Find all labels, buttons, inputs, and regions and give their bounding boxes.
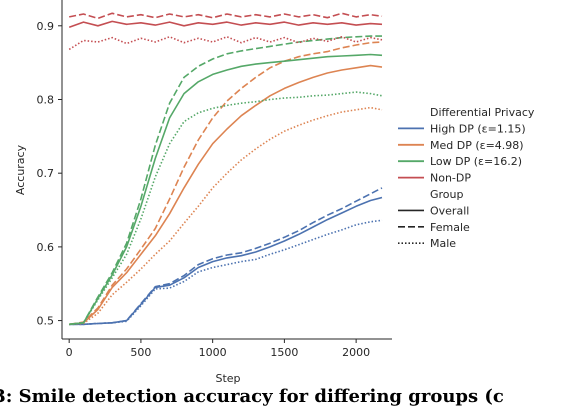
y-ticks: 0.5 0.6 0.7 0.8 0.9 bbox=[37, 20, 62, 328]
x-tick-label-1: 500 bbox=[130, 346, 151, 359]
y-tick-label-2: 0.7 bbox=[37, 167, 55, 180]
legend-title-hue: Differential Privacy bbox=[430, 106, 535, 119]
series-line-4 bbox=[69, 41, 383, 326]
y-tick-label-4: 0.9 bbox=[37, 20, 55, 33]
x-ticks: 0 500 1000 1500 2000 bbox=[66, 339, 370, 359]
legend-label-hue-3: Non-DP bbox=[430, 172, 471, 185]
y-axis-label: Accuracy bbox=[14, 144, 27, 195]
accuracy-chart: 0 500 1000 1500 2000 0.5 0.6 0.7 0.8 0.9 Step Ac… bbox=[14, 0, 535, 385]
x-tick-label-2: 1000 bbox=[199, 346, 227, 359]
x-tick-label-0: 0 bbox=[66, 346, 73, 359]
series-line-1 bbox=[69, 187, 383, 326]
legend: Differential Privacy High DP (ε=1.15) Med … bbox=[398, 106, 535, 250]
legend-label-style-0: Overall bbox=[430, 204, 469, 217]
legend-label-style-1: Female bbox=[430, 221, 470, 234]
series-line-6 bbox=[69, 53, 383, 326]
figure-caption: re 3: Smile detection accuracy for diffe… bbox=[0, 386, 504, 407]
series-line-8 bbox=[69, 91, 383, 326]
y-tick-label-3: 0.8 bbox=[37, 93, 55, 106]
x-axis-label: Step bbox=[215, 372, 240, 385]
series-line-10 bbox=[69, 12, 383, 20]
x-tick-label-3: 1500 bbox=[270, 346, 298, 359]
axes bbox=[61, 0, 392, 340]
series-line-9 bbox=[68, 20, 383, 29]
series-line-0 bbox=[69, 196, 383, 326]
legend-title-style: Group bbox=[430, 188, 464, 201]
y-tick-label-1: 0.6 bbox=[37, 241, 55, 254]
series-line-11 bbox=[68, 35, 383, 51]
legend-label-hue-1: Med DP (ε=4.98) bbox=[430, 139, 524, 152]
legend-label-hue-2: Low DP (ε=16.2) bbox=[430, 155, 522, 168]
y-tick-label-0: 0.5 bbox=[37, 315, 55, 328]
legend-label-style-2: Male bbox=[430, 237, 456, 250]
series-line-2 bbox=[69, 219, 383, 326]
series-line-3 bbox=[69, 64, 383, 326]
plot-lines bbox=[68, 12, 383, 326]
legend-label-hue-0: High DP (ε=1.15) bbox=[430, 122, 526, 135]
x-tick-label-4: 2000 bbox=[342, 346, 370, 359]
series-line-7 bbox=[69, 35, 382, 326]
